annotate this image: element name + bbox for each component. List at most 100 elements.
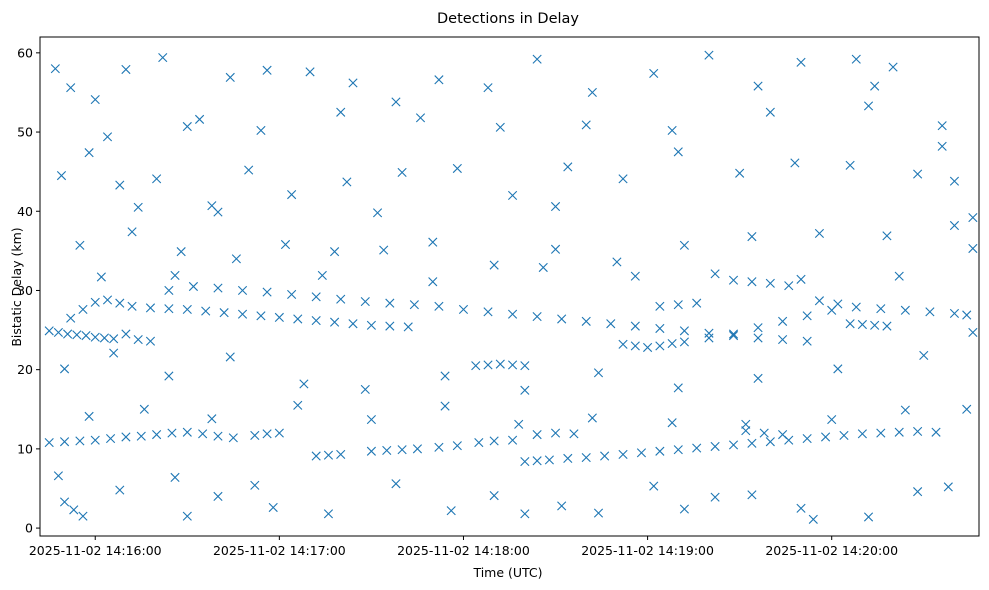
data-point — [109, 334, 119, 344]
data-point — [293, 314, 303, 324]
y-axis-label: Bistatic Delay (km) — [9, 227, 24, 346]
data-point — [75, 436, 85, 446]
data-point — [489, 491, 499, 501]
data-point — [784, 281, 794, 291]
data-point — [704, 50, 714, 60]
data-point — [133, 202, 143, 212]
data-point — [483, 360, 493, 370]
data-point — [532, 430, 542, 440]
data-point — [870, 81, 880, 91]
data-point — [385, 298, 395, 308]
data-point — [213, 431, 223, 441]
data-point — [495, 359, 505, 369]
data-point — [250, 480, 260, 490]
data-point — [507, 435, 518, 445]
data-point — [839, 430, 849, 440]
data-point — [667, 125, 677, 136]
data-point — [428, 237, 438, 247]
data-point — [882, 231, 892, 241]
data-point — [96, 272, 106, 282]
data-point — [507, 190, 518, 201]
x-tick-label: 2025-11-02 14:16:00 — [29, 543, 162, 558]
data-point — [213, 207, 223, 217]
data-point — [741, 419, 751, 429]
data-point — [778, 316, 788, 326]
data-point — [747, 232, 757, 242]
data-point — [483, 83, 493, 93]
data-point — [796, 503, 806, 513]
data-point — [323, 509, 334, 519]
data-point — [164, 371, 174, 381]
data-point — [563, 453, 573, 463]
data-point — [78, 304, 88, 315]
data-point — [618, 339, 628, 349]
data-point — [90, 332, 100, 342]
data-point — [102, 295, 113, 305]
data-point — [182, 121, 192, 132]
data-points — [44, 50, 978, 524]
y-tick-label: 30 — [17, 283, 33, 298]
data-point — [164, 285, 174, 296]
data-point — [90, 435, 100, 445]
data-point — [90, 297, 100, 307]
data-point — [728, 329, 739, 339]
data-point — [710, 492, 720, 502]
data-point — [765, 107, 775, 117]
data-point — [225, 352, 235, 362]
data-point — [293, 400, 303, 410]
data-point — [434, 75, 444, 85]
data-point — [796, 274, 806, 284]
data-point — [532, 312, 542, 322]
data-point — [66, 83, 76, 93]
data-point — [606, 319, 616, 329]
data-point — [299, 379, 309, 389]
data-point — [857, 319, 867, 330]
data-point — [323, 450, 334, 460]
data-point — [802, 311, 812, 321]
data-point — [452, 441, 462, 451]
data-point — [618, 449, 628, 460]
data-point — [728, 275, 739, 285]
data-point — [655, 341, 665, 351]
data-point — [452, 163, 462, 174]
data-point — [495, 122, 505, 132]
data-point — [109, 348, 119, 358]
data-point — [348, 319, 358, 329]
data-point — [311, 451, 321, 461]
data-point — [514, 419, 524, 429]
data-point — [145, 336, 156, 346]
data-point — [550, 244, 561, 254]
data-point — [348, 78, 358, 88]
data-point — [679, 504, 690, 514]
y-axis: 0 10 20 30 40 50 60 — [17, 45, 40, 536]
data-point — [176, 247, 186, 257]
data-point — [894, 271, 904, 281]
data-point — [133, 334, 143, 345]
data-point — [225, 72, 235, 82]
data-point — [366, 320, 377, 330]
data-point — [379, 245, 389, 255]
data-point — [913, 487, 923, 497]
data-point — [305, 67, 315, 77]
y-tick-label: 20 — [17, 362, 33, 377]
data-point — [704, 333, 714, 343]
data-point — [747, 277, 757, 287]
data-point — [593, 368, 604, 378]
data-point — [440, 401, 450, 411]
data-point — [115, 180, 125, 190]
data-point — [520, 456, 530, 467]
data-point — [59, 497, 70, 507]
data-point — [115, 298, 125, 308]
data-point — [796, 57, 806, 67]
data-point — [814, 228, 825, 239]
x-axis: 2025-11-02 14:16:00 2025-11-02 14:17:00 20… — [29, 536, 898, 558]
data-point — [127, 301, 137, 311]
plot-frame — [39, 36, 980, 537]
data-point — [372, 208, 383, 218]
data-point — [75, 240, 85, 250]
data-point — [802, 433, 812, 444]
data-point — [360, 384, 370, 395]
data-point — [747, 490, 757, 500]
data-point — [170, 270, 180, 280]
